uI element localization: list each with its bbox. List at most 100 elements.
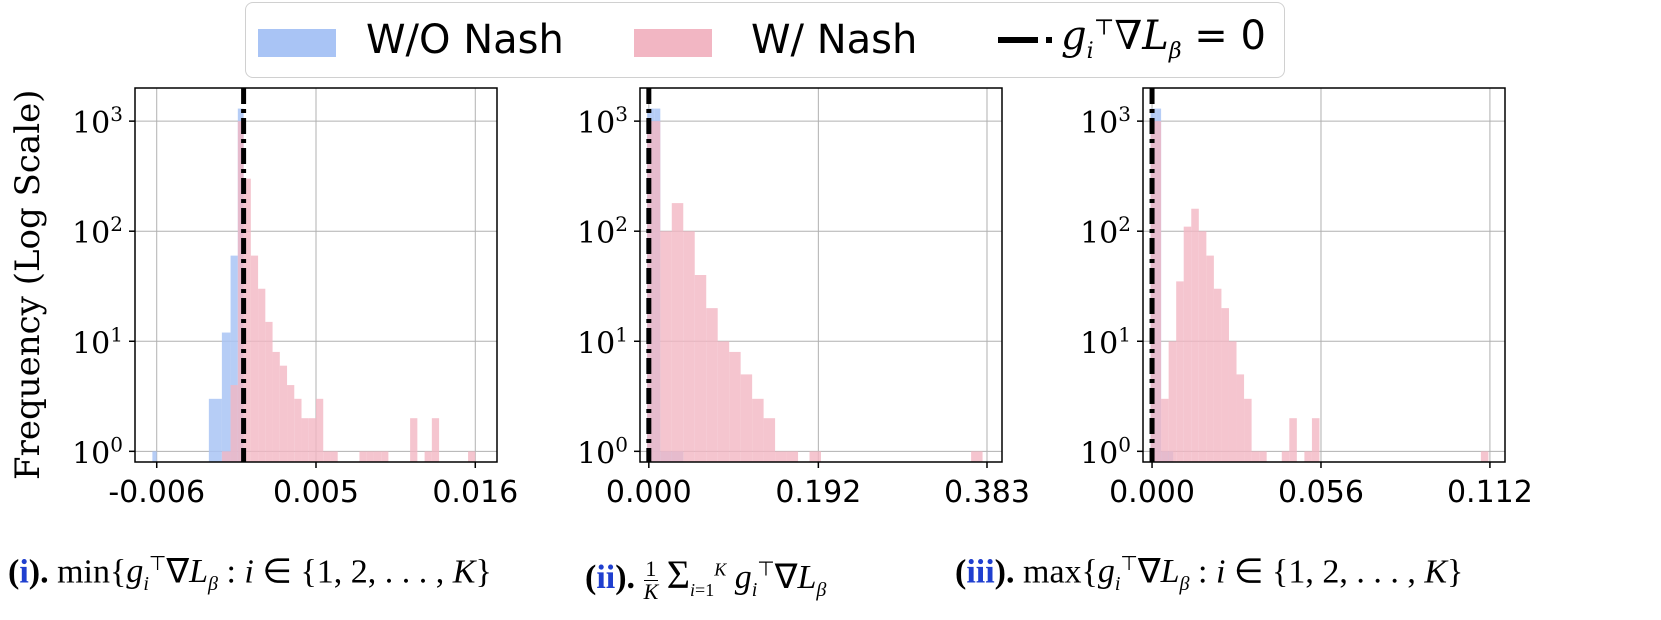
histogram-bar-w-nash — [647, 121, 661, 463]
histogram-bar-w-nash — [294, 398, 302, 462]
histogram-bar-w-nash — [431, 418, 440, 462]
legend-line-dot — [1046, 37, 1052, 43]
charts-svg: 100 101 102 103 -0.006 0.005 0.016 100 101 102 103… — [72, 87, 1533, 510]
y-tick-label: 102 — [1080, 212, 1131, 251]
histogram-bar-w-nash — [424, 451, 432, 462]
y-tick-label: 103 — [1080, 102, 1131, 141]
histogram-bar-w-nash — [366, 451, 374, 462]
x-tick-label: 0.000 — [606, 475, 692, 510]
histogram-bar-wo-nash — [230, 255, 238, 462]
histogram-bar-w-nash — [1168, 341, 1177, 462]
histogram-bar-w-nash — [660, 231, 672, 462]
legend-swatch-wo-nash — [258, 29, 336, 57]
histogram-bar-w-nash — [279, 365, 288, 462]
histogram-bar-w-nash — [272, 351, 280, 462]
figure-caption: (i). min{gi⊤∇Lβ : i ∈ {1, 2, . . . , K} … — [0, 545, 1661, 615]
histogram-bar-wo-nash — [208, 398, 222, 462]
histogram-panel-2: 100 101 102 103 0.000 0.192 0.383 — [577, 87, 1030, 510]
histogram-bar-w-nash — [1236, 374, 1245, 462]
x-tick-label: 0.192 — [775, 475, 861, 510]
histogram-bar-w-nash — [243, 178, 251, 462]
histogram-bar-w-nash — [250, 255, 259, 462]
histogram-bar-w-nash — [308, 418, 316, 462]
histogram-bar-w-nash — [1161, 398, 1169, 462]
histogram-bar-w-nash — [1150, 121, 1162, 463]
histogram-bar-w-nash — [775, 451, 787, 462]
axes-frame — [639, 87, 1003, 463]
histogram-bar-w-nash — [786, 451, 799, 462]
y-tick-label: 102 — [577, 212, 628, 251]
x-tick-label: 0.005 — [273, 475, 359, 510]
y-tick-label: 103 — [577, 102, 628, 141]
legend-line-sample — [998, 37, 1038, 43]
histogram-bar-w-nash — [221, 451, 231, 462]
histogram-bar-w-nash — [1480, 451, 1489, 462]
caption-part-3: (iii). max{gi⊤∇Lβ : i ∈ {1, 2, . . . , K… — [955, 553, 1464, 596]
histogram-bar-w-nash — [1244, 398, 1252, 462]
histogram-bar-w-nash — [1221, 308, 1229, 462]
histogram-bar-w-nash — [809, 451, 821, 462]
histogram-bar-w-nash — [1176, 281, 1184, 462]
y-tick-label: 101 — [72, 322, 123, 361]
histogram-bar-w-nash — [694, 275, 707, 462]
histogram-bar-w-nash — [1311, 418, 1320, 462]
x-tick-label: 0.016 — [432, 475, 518, 510]
histogram-bar-w-nash — [359, 451, 367, 462]
histogram-bar-w-nash — [1281, 451, 1290, 462]
histogram-bar-w-nash — [729, 351, 741, 462]
histogram-bar-wo-nash — [221, 332, 231, 462]
y-tick-label: 103 — [72, 102, 123, 141]
histogram-bar-w-nash — [1228, 341, 1237, 462]
histogram-bar-w-nash — [237, 121, 244, 463]
histogram-bar-w-nash — [1206, 255, 1214, 462]
histogram-bar-w-nash — [330, 451, 338, 462]
legend-swatch-w-nash — [634, 29, 712, 57]
histogram-bar-w-nash — [1198, 231, 1207, 462]
histogram-bar-w-nash — [265, 321, 273, 462]
histogram-bar-w-nash — [740, 374, 753, 462]
histogram-bar-w-nash — [706, 308, 718, 462]
histogram-bar-w-nash — [1191, 208, 1199, 462]
y-tick-label: 101 — [1080, 322, 1131, 361]
legend-label-w-nash: W/ Nash — [751, 17, 918, 63]
histogram-bar-wo-nash — [152, 451, 157, 462]
histogram-bar-w-nash — [301, 418, 309, 462]
histogram-bar-w-nash — [671, 203, 684, 462]
y-tick-label: 102 — [72, 212, 123, 251]
legend-line-label: gi⊤∇Lβ = 0 — [1061, 13, 1266, 64]
histogram-bar-w-nash — [316, 398, 324, 462]
x-tick-label: 0.000 — [1109, 475, 1195, 510]
x-tick-label: -0.006 — [108, 475, 205, 510]
axes-frame — [1142, 87, 1506, 463]
histogram-bar-w-nash — [287, 385, 295, 462]
histogram-bar-w-nash — [717, 341, 730, 462]
x-tick-label: 0.112 — [1447, 475, 1533, 510]
y-tick-label: 100 — [72, 432, 123, 471]
histogram-bar-w-nash — [230, 385, 238, 462]
histogram-bar-w-nash — [258, 288, 266, 462]
histogram-panel-3: 100 101 102 103 0.000 0.056 0.112 — [1080, 87, 1533, 510]
histogram-bar-w-nash — [1183, 226, 1192, 462]
legend: W/O Nash W/ Nash gi⊤∇Lβ = 0 — [245, 2, 1285, 78]
histogram-bar-w-nash — [381, 451, 389, 462]
legend-label-wo-nash: W/O Nash — [366, 17, 564, 63]
y-tick-label: 100 — [577, 432, 628, 471]
histogram-bar-w-nash — [971, 451, 983, 462]
histogram-bar-w-nash — [373, 451, 382, 462]
histogram-bar-w-nash — [1251, 451, 1260, 462]
histogram-bar-w-nash — [1213, 288, 1222, 462]
histogram-bar-w-nash — [468, 451, 476, 462]
histogram-bar-w-nash — [683, 231, 695, 462]
histogram-bar-w-nash — [410, 418, 418, 462]
histogram-bar-w-nash — [763, 418, 776, 462]
histogram-bar-w-nash — [323, 451, 331, 462]
histogram-bar-w-nash — [752, 398, 764, 462]
y-tick-label: 100 — [1080, 432, 1131, 471]
histogram-bar-w-nash — [1304, 451, 1312, 462]
histogram-panel-1: 100 101 102 103 -0.006 0.005 0.016 — [72, 87, 518, 510]
histogram-bar-w-nash — [1259, 451, 1267, 462]
histogram-bar-w-nash — [1289, 418, 1297, 462]
x-tick-label: 0.383 — [944, 475, 1030, 510]
